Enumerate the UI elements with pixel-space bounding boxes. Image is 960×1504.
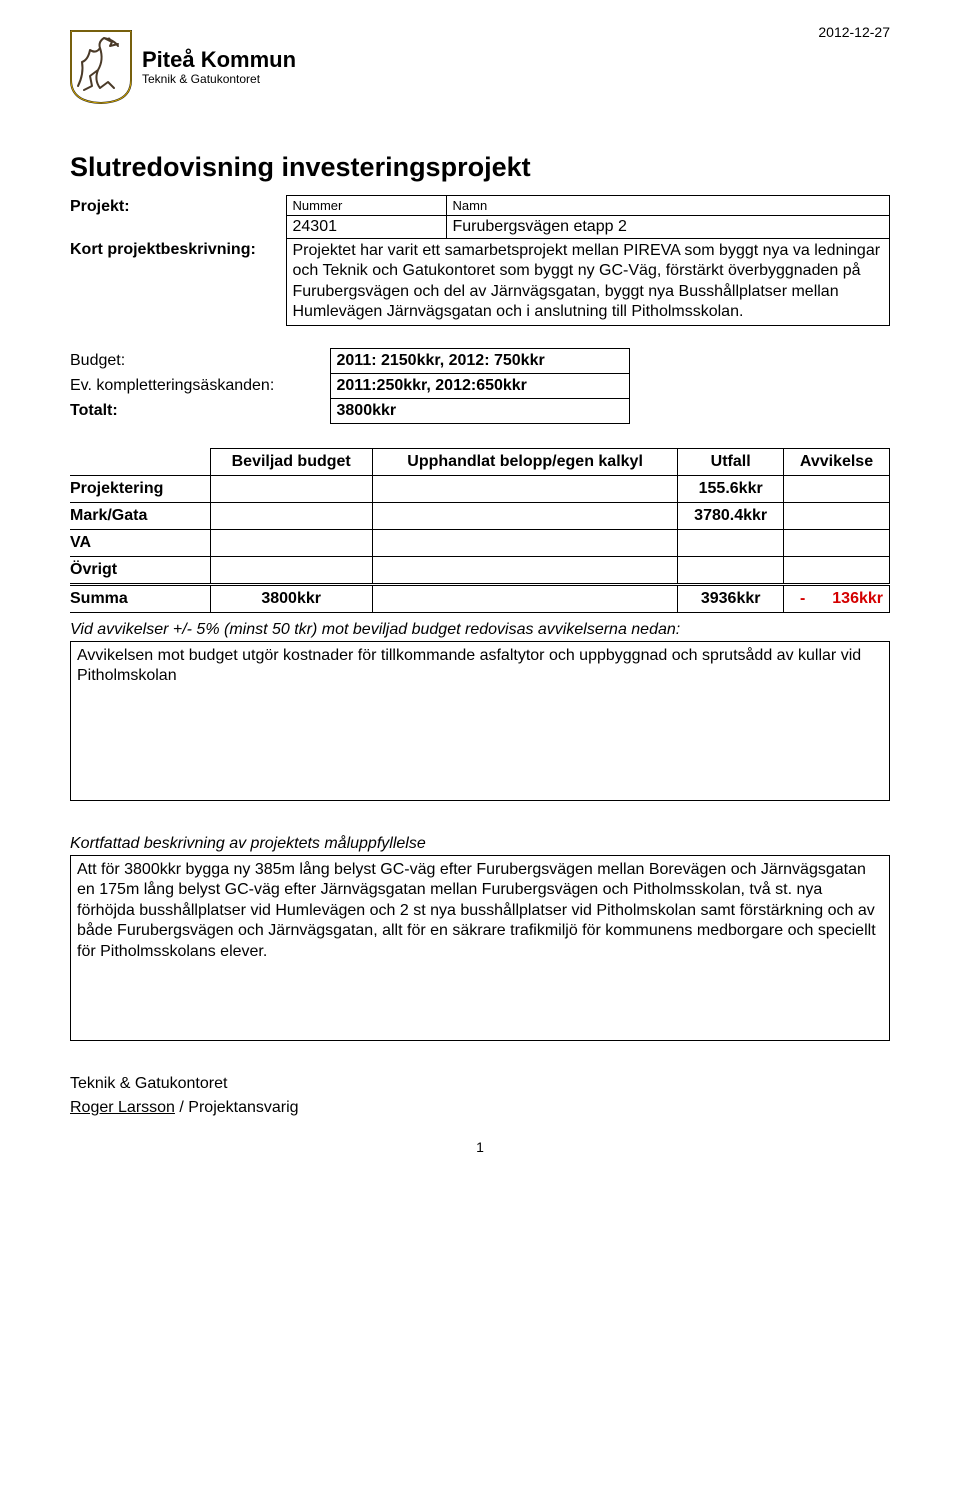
desc-value: Projektet har varit ett samarbetsprojekt…	[286, 239, 890, 326]
deviation-box: Avvikelsen mot budget utgör kostnader fö…	[70, 641, 890, 801]
cost-sum-utfall: 3936kkr	[678, 584, 784, 612]
header-date: 2012-12-27	[818, 24, 890, 40]
deviation-note: Vid avvikelser +/- 5% (minst 50 tkr) mot…	[70, 621, 890, 639]
page-title: Slutredovisning investeringsprojekt	[70, 152, 890, 183]
logo-block: Piteå Kommun Teknik & Gatukontoret	[70, 30, 890, 104]
budget-table: Budget: 2011: 2150kkr, 2012: 750kkr Ev. …	[70, 348, 630, 424]
table-row: VA	[70, 529, 890, 556]
budget-row-value: 2011:250kkr, 2012:650kkr	[330, 373, 630, 398]
table-row: Projektering 155.6kkr	[70, 475, 890, 502]
cost-sum-beviljad: 3800kkr	[210, 584, 372, 612]
deviation-sign: -	[790, 590, 805, 608]
signer-role: Projektansvarig	[188, 1099, 298, 1116]
cost-cell	[372, 475, 677, 502]
table-row: Övrigt	[70, 556, 890, 584]
table-row: Mark/Gata 3780.4kkr	[70, 502, 890, 529]
cost-header: Beviljad budget	[210, 448, 372, 475]
cost-cell	[372, 502, 677, 529]
goal-note: Kortfattad beskrivning av projektets mål…	[70, 835, 890, 853]
deviation-value: 136kkr	[832, 590, 883, 607]
cost-corner	[70, 448, 210, 475]
cost-sum-row: Summa 3800kkr 3936kkr - 136kkr	[70, 584, 890, 612]
project-label: Projekt:	[70, 196, 286, 239]
nummer-value: 24301	[286, 216, 446, 239]
cost-cell	[210, 502, 372, 529]
cost-row-label: VA	[70, 529, 210, 556]
cost-cell	[783, 502, 889, 529]
budget-total-label: Totalt:	[70, 398, 330, 423]
budget-row-value: 2011: 2150kkr, 2012: 750kkr	[330, 348, 630, 373]
cost-header: Upphandlat belopp/egen kalkyl	[372, 448, 677, 475]
logo-text: Piteå Kommun Teknik & Gatukontoret	[142, 47, 296, 86]
project-table: Projekt: Nummer Namn 24301 Furubergsväge…	[70, 195, 890, 326]
cost-cell	[783, 529, 889, 556]
logo-dept: Teknik & Gatukontoret	[142, 73, 296, 87]
cost-cell	[678, 529, 784, 556]
document-page: 2012-12-27 Piteå Kommun Teknik & Gatukon…	[0, 0, 960, 1185]
namn-value: Furubergsvägen etapp 2	[446, 216, 890, 239]
cost-cell	[210, 529, 372, 556]
cost-cell: 3780.4kkr	[678, 502, 784, 529]
footer-dept: Teknik & Gatukontoret	[70, 1075, 890, 1093]
cost-cell	[783, 556, 889, 584]
signer-name: Roger Larsson	[70, 1099, 175, 1116]
budget-row-label: Budget:	[70, 348, 330, 373]
page-number: 1	[70, 1139, 890, 1155]
budget-row-label: Ev. kompletteringsäskanden:	[70, 373, 330, 398]
cost-table: Beviljad budget Upphandlat belopp/egen k…	[70, 448, 890, 613]
signer-sep: /	[179, 1099, 188, 1116]
cost-cell: 155.6kkr	[678, 475, 784, 502]
desc-label: Kort projektbeskrivning:	[70, 239, 286, 326]
cost-sum-upphandlat	[372, 584, 677, 612]
footer: Teknik & Gatukontoret Roger Larsson / Pr…	[70, 1075, 890, 1117]
cost-row-label: Övrigt	[70, 556, 210, 584]
cost-header: Avvikelse	[783, 448, 889, 475]
cost-cell	[372, 556, 677, 584]
cost-sum-deviation: - 136kkr	[783, 584, 889, 612]
cost-cell	[210, 475, 372, 502]
goal-box: Att för 3800kkr bygga ny 385m lång belys…	[70, 855, 890, 1041]
footer-signature: Roger Larsson / Projektansvarig	[70, 1099, 890, 1117]
cost-row-label: Projektering	[70, 475, 210, 502]
cost-sum-label: Summa	[70, 584, 210, 612]
cost-row-label: Mark/Gata	[70, 502, 210, 529]
nummer-label: Nummer	[286, 196, 446, 216]
namn-label: Namn	[446, 196, 890, 216]
cost-header: Utfall	[678, 448, 784, 475]
logo-name: Piteå Kommun	[142, 47, 296, 72]
municipality-crest-icon	[70, 30, 132, 104]
cost-cell	[678, 556, 784, 584]
cost-cell	[372, 529, 677, 556]
budget-total-value: 3800kkr	[330, 398, 630, 423]
cost-cell	[783, 475, 889, 502]
cost-cell	[210, 556, 372, 584]
